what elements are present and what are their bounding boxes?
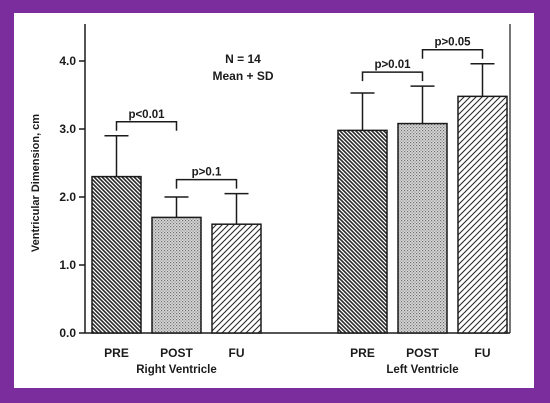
category-label: PRE — [104, 346, 129, 360]
category-label: POST — [406, 346, 439, 360]
bar-left-ventricle-post — [397, 122, 448, 334]
comparison-bracket — [421, 48, 484, 59]
y-tick-label: 3.0 — [59, 122, 76, 136]
p-value-label: p>0.01 — [374, 59, 411, 71]
p-value-label: p<0.01 — [128, 109, 165, 121]
category-label: PRE — [350, 346, 375, 360]
y-tick-label: 0.0 — [59, 326, 76, 340]
bar-right-ventricle-fu — [211, 223, 262, 334]
category-label: FU — [229, 346, 245, 360]
comparison-bracket — [115, 121, 178, 131]
bars — [91, 62, 508, 334]
comparison-bracket — [175, 178, 238, 189]
bar-chart: Ventricular Dimension, cm N = 14 Mean + … — [30, 24, 511, 376]
y-ticks: 0.0 1.0 2.0 3.0 4.0 — [59, 54, 85, 340]
p-value-label: p>0.1 — [192, 167, 222, 179]
y-axis-label: Ventricular Dimension, cm — [30, 114, 42, 252]
bar-right-ventricle-pre — [91, 175, 142, 334]
bar-right-ventricle-post — [151, 216, 202, 334]
comparison-bracket — [361, 71, 424, 82]
mean-sd-annotation: Mean + SD — [212, 69, 273, 83]
p-value-label: p>0.05 — [434, 37, 471, 49]
category-label: FU — [475, 346, 491, 360]
category-label: POST — [160, 346, 193, 360]
group-label: Left Ventricle — [386, 364, 458, 376]
y-tick-label: 1.0 — [59, 258, 76, 272]
n-annotation: N = 14 — [225, 52, 261, 66]
group-label: Right Ventricle — [136, 364, 217, 376]
bar-left-ventricle-pre — [337, 129, 388, 334]
labels: PRE POST FU Right Ventricle p<0.01 p>0.1 PRE PO… — [104, 37, 490, 376]
y-tick-label: 2.0 — [59, 190, 76, 204]
y-tick-label: 4.0 — [59, 54, 76, 68]
chart-paper: Ventricular Dimension, cm N = 14 Mean + … — [14, 13, 534, 388]
bar-left-ventricle-fu — [457, 95, 508, 334]
